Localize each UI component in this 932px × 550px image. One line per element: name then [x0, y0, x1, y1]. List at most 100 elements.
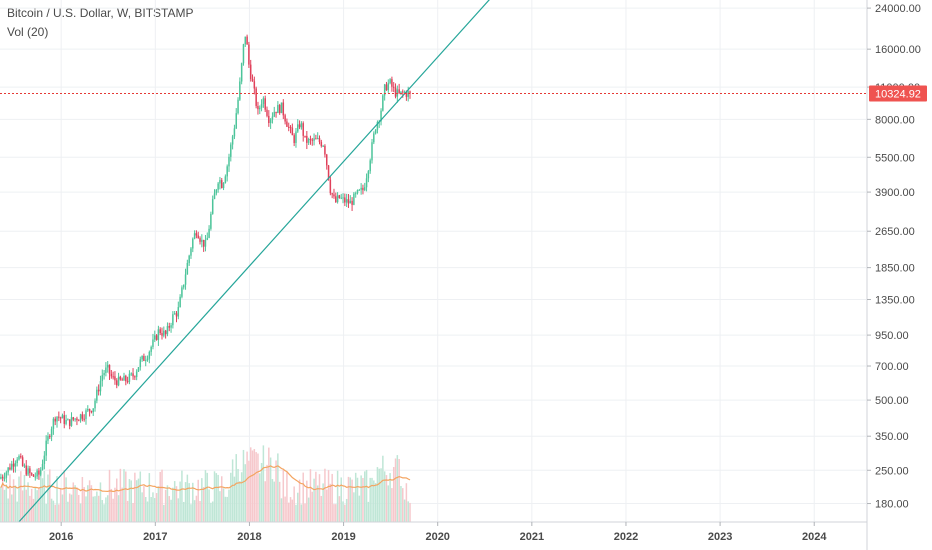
volume-bar	[106, 495, 109, 522]
candle-body	[3, 477, 6, 479]
candle-body	[190, 248, 192, 256]
volume-bar	[181, 470, 183, 522]
candle-body	[188, 255, 190, 263]
candle-body	[49, 436, 51, 438]
candle-body	[195, 233, 198, 236]
volume-bar	[300, 504, 303, 522]
volume-bar	[210, 502, 212, 522]
volume-bar	[77, 494, 80, 522]
volume-bar	[362, 478, 364, 522]
volume-bar	[354, 472, 357, 522]
volume-bar	[304, 503, 306, 522]
volume-bar	[154, 498, 156, 522]
candle-body	[287, 126, 290, 128]
volume-bar	[268, 447, 270, 522]
price-axis[interactable]: 24000.0016000.0011000.008000.005500.0039…	[867, 3, 921, 511]
candle-body	[286, 121, 288, 127]
candle-body	[322, 145, 324, 147]
volume-bars	[0, 445, 411, 522]
candle-body	[97, 389, 100, 392]
volume-bar	[58, 504, 60, 522]
volume-bar	[81, 476, 84, 522]
candle-body	[43, 455, 46, 464]
volume-bar	[242, 449, 245, 522]
candle-body	[177, 307, 180, 317]
candle-body	[141, 355, 143, 360]
volume-bar	[280, 498, 283, 522]
y-tick-label: 500.00	[875, 395, 909, 407]
volume-bar	[179, 481, 181, 522]
candle-body	[284, 115, 286, 122]
candle-body	[56, 416, 58, 422]
volume-bar	[197, 479, 199, 522]
candle-body	[170, 325, 172, 328]
volume-bar	[141, 492, 143, 522]
volume-bar	[112, 498, 114, 522]
volume-bar	[376, 467, 379, 522]
y-tick-label: 950.00	[875, 330, 909, 342]
candle-body	[144, 360, 147, 362]
candle-body	[349, 200, 352, 204]
volume-bar	[96, 491, 98, 522]
candle-body	[159, 329, 161, 334]
volume-bar	[392, 467, 395, 522]
volume-bar	[293, 486, 295, 522]
volume-bar	[349, 477, 352, 522]
volume-bar	[23, 474, 26, 522]
volume-bar	[163, 504, 165, 522]
volume-bar	[184, 482, 187, 522]
candle-body	[347, 199, 350, 204]
volume-bar	[400, 485, 402, 522]
volume-bar	[137, 478, 140, 522]
volume-bar	[175, 486, 178, 522]
y-tick-label: 700.00	[875, 361, 909, 373]
candle-body	[0, 477, 2, 479]
candle-body	[409, 91, 411, 94]
volume-bar	[347, 476, 350, 522]
volume-bar	[251, 450, 254, 522]
volume-bar	[195, 495, 198, 522]
volume-bar	[230, 472, 232, 522]
y-tick-label: 3900.00	[875, 187, 915, 199]
volume-bar	[123, 469, 125, 522]
volume-bar	[358, 495, 361, 522]
volume-bar	[12, 479, 15, 522]
volume-bar	[219, 491, 221, 522]
candle-body	[206, 237, 209, 241]
candle-body	[108, 364, 111, 374]
candle-body	[54, 418, 56, 422]
volume-bar	[190, 504, 192, 522]
volume-moving-average-line	[0, 465, 411, 493]
candle-body	[41, 463, 44, 470]
candle-body	[249, 64, 252, 79]
candle-body	[324, 145, 326, 155]
trend-line[interactable]	[18, 0, 494, 523]
volume-bar	[351, 479, 353, 522]
candle-body	[168, 326, 171, 328]
volume-bar	[144, 497, 147, 522]
candle-body	[1, 477, 4, 479]
volume-bar	[220, 476, 223, 522]
volume-bar	[284, 496, 286, 522]
candle-body	[231, 136, 234, 145]
candle-body	[228, 156, 230, 167]
candle-body	[354, 193, 357, 195]
last-price-value: 10324.92	[875, 89, 921, 101]
volume-indicator-label: Vol (20)	[7, 25, 49, 39]
volume-bar	[188, 483, 190, 522]
volume-bar	[239, 481, 241, 522]
candle-body	[184, 274, 187, 285]
candle-body	[300, 123, 303, 128]
candle-body	[5, 472, 8, 478]
volume-bar	[282, 469, 285, 522]
volume-bar	[224, 496, 227, 522]
volume-bar	[5, 484, 8, 522]
volume-bar	[172, 487, 174, 522]
y-tick-label: 350.00	[875, 431, 909, 443]
candle-body	[251, 78, 254, 82]
x-tick-label: 2022	[614, 531, 638, 543]
candle-body	[338, 195, 341, 198]
time-axis[interactable]: 2016 2017 2018 2019 2020 2021 2022 2023 2024	[49, 522, 827, 543]
candle-body	[407, 91, 409, 97]
